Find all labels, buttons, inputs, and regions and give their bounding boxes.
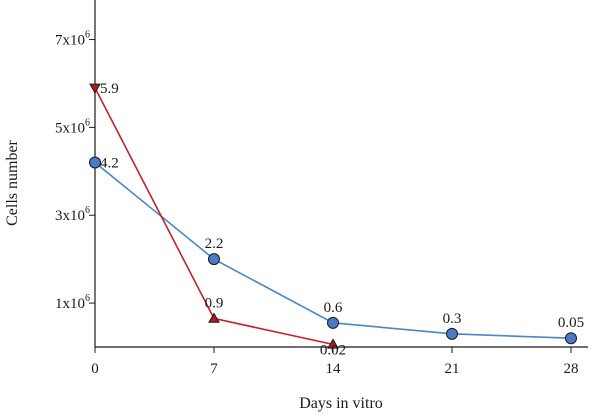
data-point-circle (327, 316, 339, 329)
y-tick-label: 1x106 (55, 293, 90, 312)
x-tick-label: 21 (445, 361, 460, 377)
data-point-circle (89, 156, 101, 169)
y-tick-exponent: 6 (85, 117, 90, 128)
data-label: 0.3 (443, 311, 462, 327)
y-tick-mantissa: 5x10 (55, 120, 85, 136)
x-axis-ticks: 0 7 14 21 28 (91, 347, 579, 377)
data-label: 0.9 (205, 295, 224, 311)
y-tick-exponent: 6 (85, 205, 90, 216)
data-label: 0.05 (558, 315, 584, 331)
x-axis-title: Days in vitro (299, 395, 383, 412)
y-tick-mantissa: 1x10 (55, 296, 85, 312)
data-label: 5.9 (100, 81, 119, 97)
y-tick-mantissa: 7x10 (55, 33, 85, 49)
data-point-circle (446, 327, 458, 340)
data-point-triangle (327, 338, 339, 349)
x-tick-label: 14 (326, 361, 342, 377)
data-label: 0.02 (320, 342, 346, 358)
data-label: 4.2 (100, 156, 119, 172)
y-tick-mantissa: 3x10 (55, 208, 85, 224)
data-point-triangle (89, 83, 101, 94)
data-point-circle (565, 332, 577, 345)
y-tick-exponent: 6 (85, 30, 90, 41)
x-tick-label: 7 (210, 361, 218, 377)
y-tick-label: 7x106 (55, 30, 90, 49)
x-tick-label: 28 (564, 361, 579, 377)
y-tick-label: 5x106 (55, 117, 90, 136)
y-tick-exponent: 6 (85, 293, 90, 304)
series-layer (89, 83, 577, 349)
data-point-circle (208, 253, 220, 266)
data-label: 0.6 (324, 300, 343, 316)
x-tick-label: 0 (91, 361, 99, 377)
y-tick-label: 3x106 (55, 205, 90, 224)
y-axis-title: Cells number (4, 139, 21, 225)
data-point-triangle (208, 312, 220, 323)
data-labels-layer: 4.2 2.2 0.6 0.3 0.05 5.9 0.9 0.02 (100, 81, 584, 359)
data-label: 2.2 (205, 236, 224, 252)
